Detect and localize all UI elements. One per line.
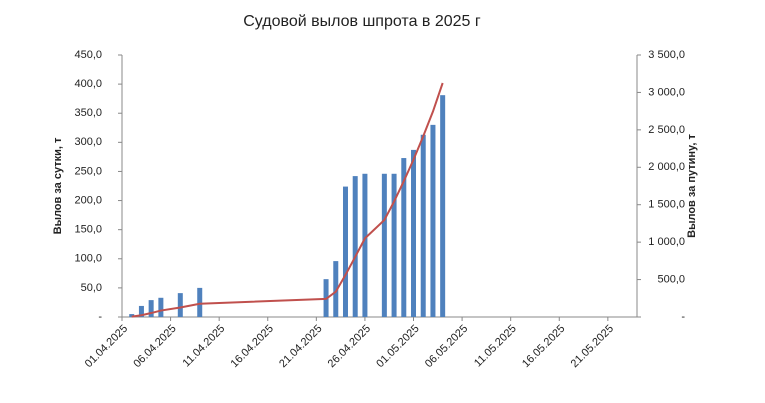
bar [158, 297, 164, 317]
y-tick-label: - [98, 311, 102, 323]
bar [352, 176, 358, 317]
x-tick-label: 21.05.2025 [569, 323, 616, 370]
bar [342, 186, 348, 317]
x-tick-label: 26.04.2025 [326, 323, 373, 370]
x-tick-label: 06.04.2025 [131, 323, 178, 370]
bar [138, 305, 144, 317]
bar [430, 124, 436, 317]
y2-tick-label: - [681, 311, 685, 323]
bar [411, 149, 417, 317]
bar [333, 261, 339, 317]
bar [129, 314, 135, 317]
bar [148, 300, 154, 317]
bar [391, 173, 397, 317]
x-tick-label: 06.05.2025 [423, 323, 470, 370]
line [131, 82, 444, 318]
x-tick-label: 11.04.2025 [181, 323, 228, 370]
x-tick-label: 16.04.2025 [229, 323, 276, 370]
y-axis-title: Вылов за сутки, т [52, 137, 64, 234]
y-tick-label: 200,0 [74, 194, 102, 206]
y2-tick-label: 2 000,0 [648, 161, 685, 173]
y-tick-label: 150,0 [74, 224, 102, 236]
chart-title: Судовой вылов шпрота в 2025 г [243, 13, 481, 30]
y-tick-label: 350,0 [74, 107, 102, 119]
y2-tick-label: 1 500,0 [648, 199, 685, 211]
bar [401, 158, 407, 317]
bar [197, 287, 203, 317]
y2-tick-label: 500,0 [657, 273, 685, 285]
y-tick-label: 50,0 [81, 282, 102, 294]
y-tick-label: 450,0 [74, 49, 102, 61]
bar [381, 173, 387, 317]
bar [420, 134, 426, 317]
y2-tick-label: 3 500,0 [648, 49, 685, 61]
y2-axis-title: Вылов за путину, т [686, 134, 698, 238]
x-tick-label: 21.04.2025 [277, 323, 324, 370]
bar [177, 293, 183, 317]
x-tick-label: 11.05.2025 [472, 323, 519, 370]
x-tick-label: 01.04.2025 [83, 323, 130, 370]
x-tick-label: 16.05.2025 [520, 323, 567, 370]
bar [362, 173, 368, 317]
bar [440, 95, 446, 317]
y-tick-label: 300,0 [74, 136, 102, 148]
y2-tick-label: 2 500,0 [648, 124, 685, 136]
y-tick-label: 250,0 [74, 165, 102, 177]
x-tick-label: 01.05.2025 [374, 323, 421, 370]
y2-tick-label: 3 000,0 [648, 86, 685, 98]
y-tick-label: 100,0 [74, 253, 102, 265]
y2-tick-label: 1 000,0 [648, 236, 685, 248]
y-tick-label: 400,0 [74, 78, 102, 90]
